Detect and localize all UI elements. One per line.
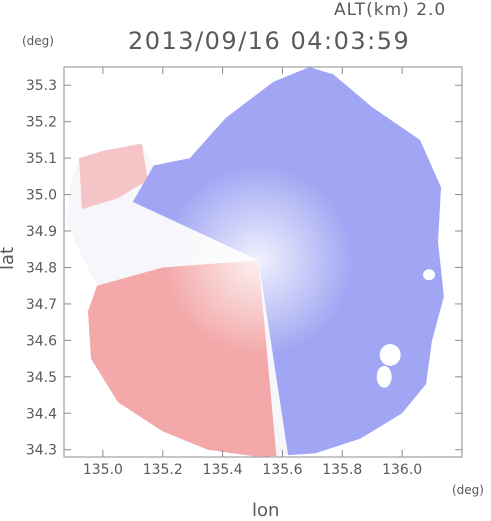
y-tick-label: 34.4	[26, 406, 57, 422]
x-tick-label: 135.2	[143, 462, 183, 478]
radar-center-fade	[163, 165, 354, 356]
plot-frame	[63, 66, 463, 458]
y-tick-label: 34.7	[26, 297, 57, 313]
x-axis-unit: (deg)	[452, 483, 484, 497]
y-tick-label: 34.5	[26, 370, 57, 386]
altitude-label: ALT(km) 2.0	[334, 0, 447, 20]
y-tick-label: 34.8	[26, 260, 57, 276]
y-tick-label: 35.1	[26, 151, 57, 167]
y-tick-label: 35.3	[26, 78, 57, 94]
y-tick-label: 34.9	[26, 224, 57, 240]
no-echo-gap-3	[423, 269, 436, 281]
x-tick-label: 135.4	[203, 462, 243, 478]
timestamp-title: 2013/09/16 04:03:59	[128, 27, 411, 55]
y-tick-label: 34.6	[26, 333, 57, 349]
x-tick-label: 135.8	[322, 462, 362, 478]
x-tick-label: 136.0	[382, 462, 422, 478]
no-echo-gap-1	[379, 344, 401, 366]
x-tick-label: 135.0	[83, 462, 123, 478]
radar-coverage	[67, 67, 444, 457]
y-axis-unit: (deg)	[22, 34, 54, 48]
velocity-region-receding-northwest	[79, 143, 148, 210]
y-tick-label: 35.2	[26, 115, 57, 131]
y-tick-label: 34.3	[26, 443, 57, 459]
y-tick-label: 35.0	[26, 188, 57, 204]
x-tick-label: 135.6	[262, 462, 302, 478]
axis-ticks: 135.0 135.2 135.4 135.6 135.8 136.0 34.3 34.4 34…	[26, 67, 462, 478]
x-axis-label: lon	[252, 500, 280, 521]
no-echo-gap-2	[376, 365, 392, 388]
